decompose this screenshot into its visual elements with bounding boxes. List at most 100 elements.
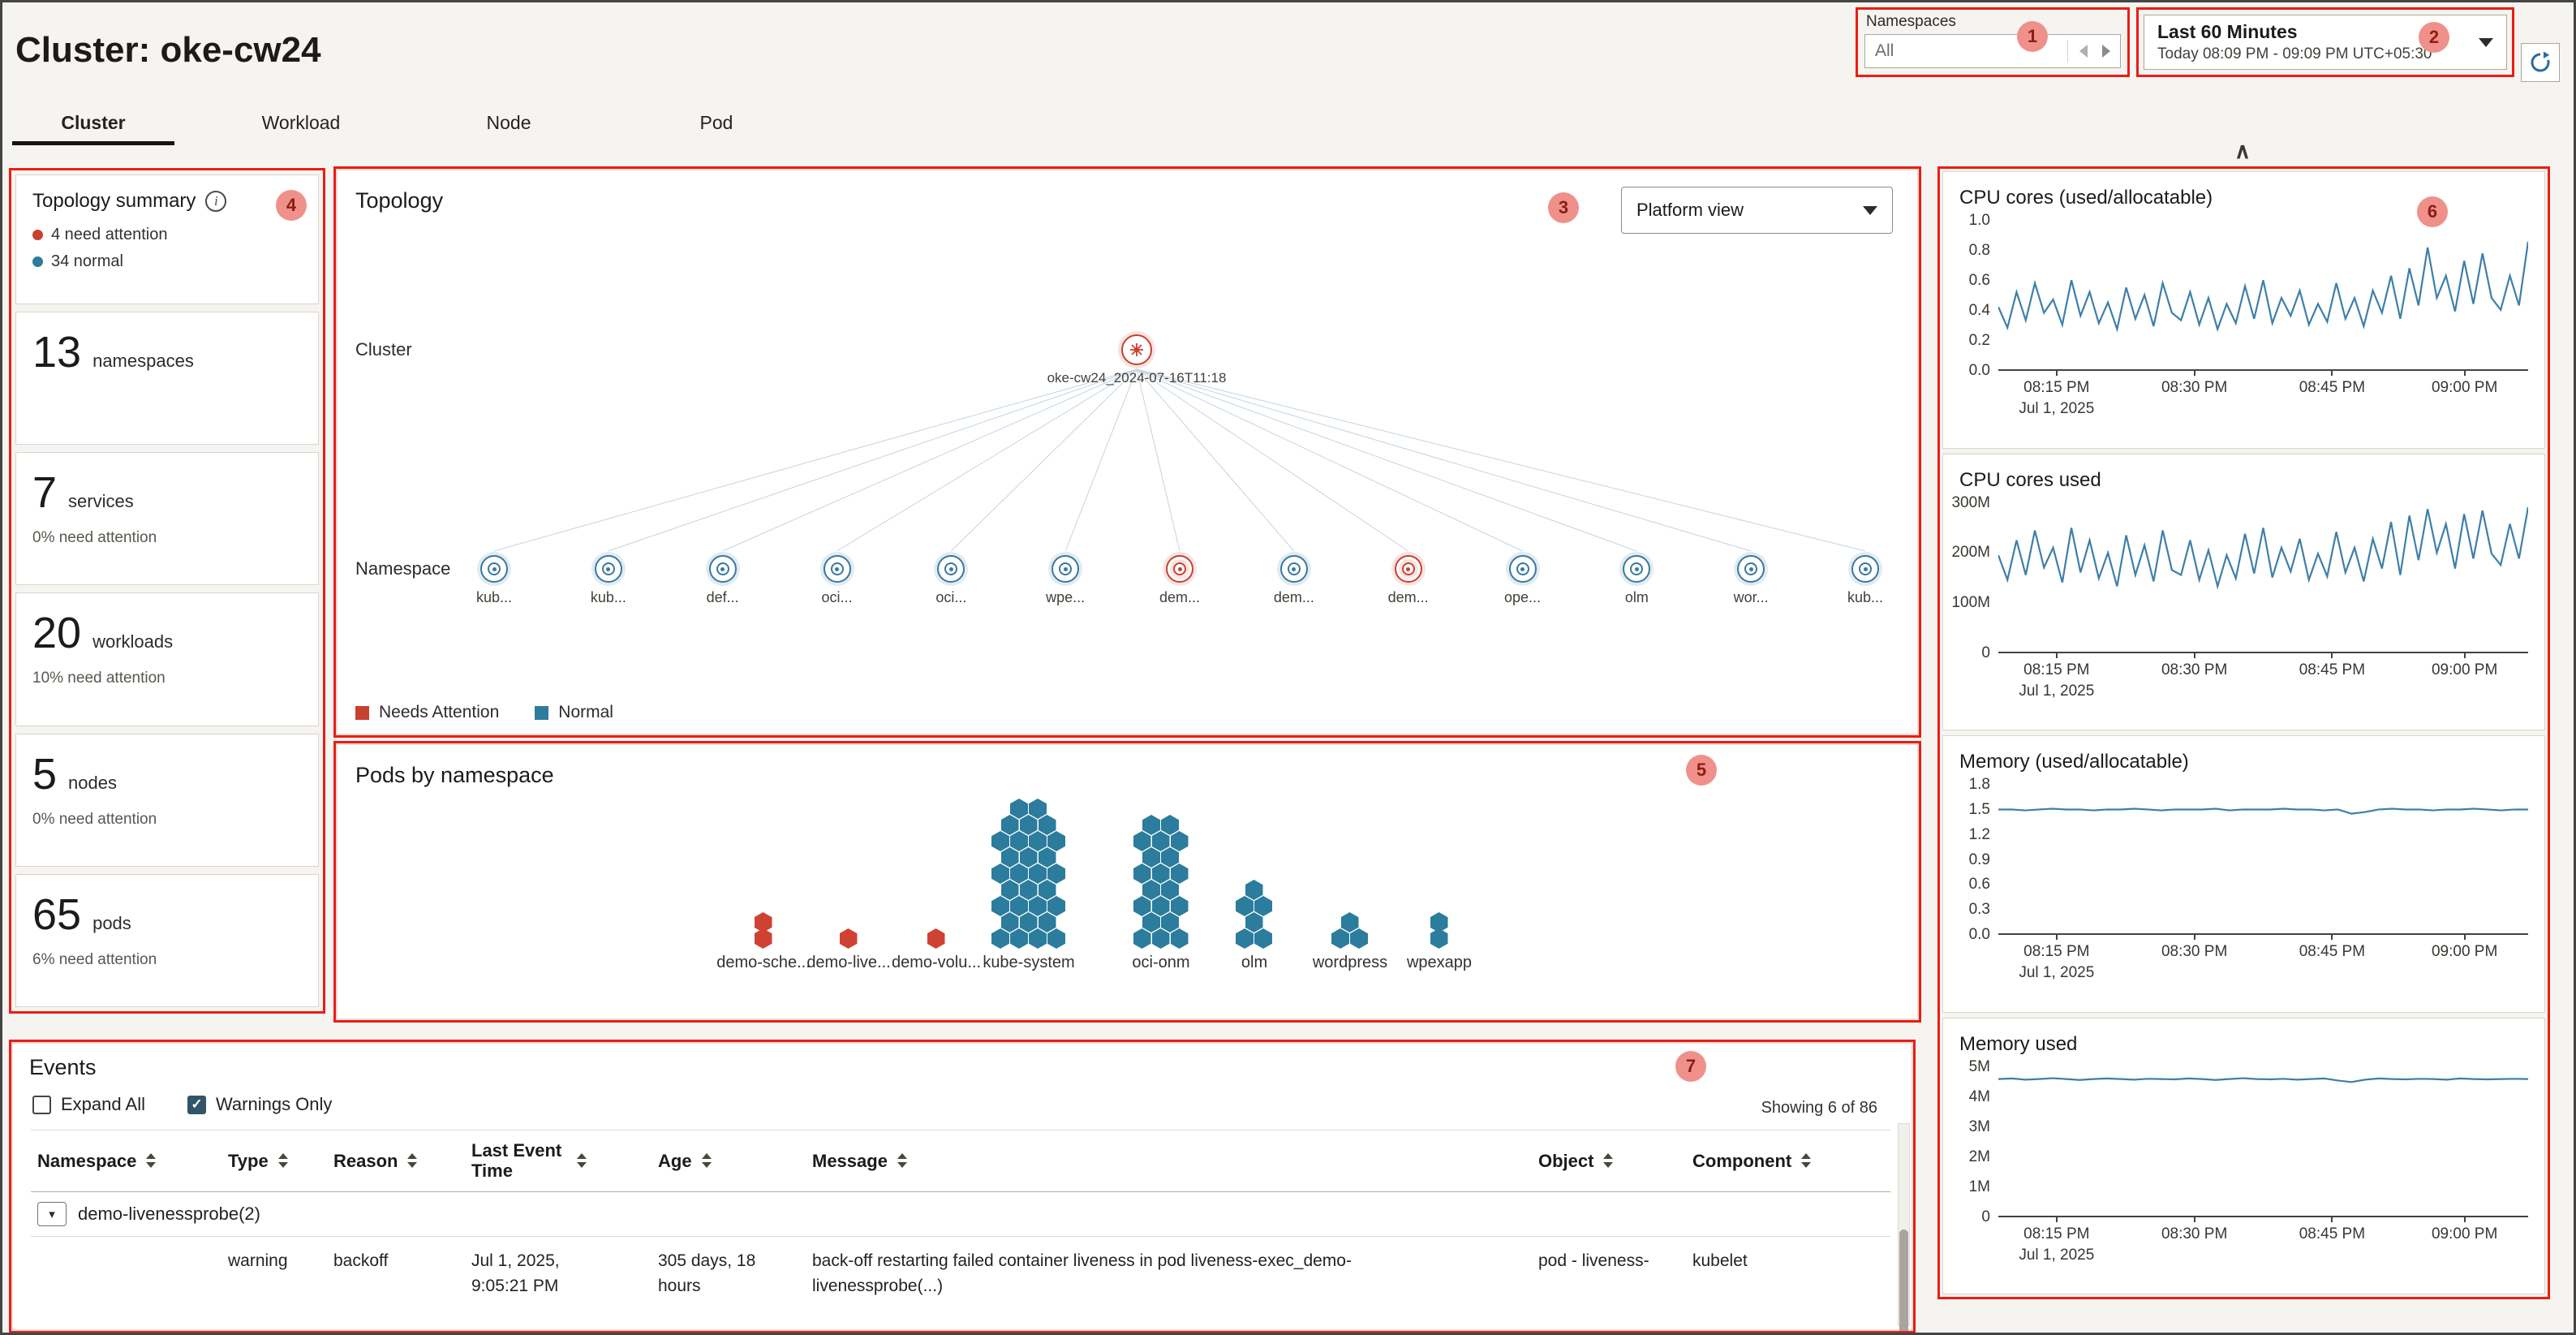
time-range-select[interactable]: Last 60 Minutes Today 08:09 PM - 09:09 P… [2144,15,2507,70]
pod-hexagon-icon [991,863,1009,884]
platform-view-select[interactable]: Platform view [1621,187,1893,234]
topology-namespace-node[interactable]: dem... [1274,555,1314,605]
topology-namespace-node[interactable]: kub... [1847,555,1883,605]
topology-summary-card: Topology summary i 4 need attention 34 n… [15,174,319,304]
annotation-circle-2: 2 [2419,22,2449,53]
stat-label: services [68,491,134,512]
pod-hexagon-icon [1170,863,1189,884]
pod-hexagon-icon [1254,928,1272,949]
topology-namespace-node[interactable]: kub... [591,555,626,605]
stat-card-pods[interactable]: 65 pods 6% need attention [15,873,319,1008]
pod-hexagon-icon [1151,928,1170,949]
stat-card-services[interactable]: 7 services 0% need attention [15,452,319,586]
pod-hexagon-icon [1236,896,1254,916]
refresh-button[interactable] [2521,43,2560,82]
pod-hexagon-icon [1010,799,1028,819]
pager-left-icon[interactable] [2079,45,2088,58]
topology-namespace-node[interactable]: dem... [1388,555,1429,605]
pod-hexagon-icon [991,928,1009,949]
stat-card-nodes[interactable]: 5 nodes 0% need attention [15,733,319,867]
col-header-object[interactable]: Object [1532,1130,1686,1191]
y-axis-labels: 1.0 0.8 0.6 0.4 0.2 0.0 [1968,212,1990,379]
col-header-reason[interactable]: Reason [327,1130,465,1191]
topology-namespace-node[interactable]: oci... [935,555,966,605]
pod-hexagon-icon [1019,912,1038,932]
refresh-icon [2531,51,2550,72]
col-header-age[interactable]: Age [652,1130,806,1191]
namespaces-filter-select[interactable]: All [1864,34,2121,68]
sort-icon [277,1153,288,1169]
stat-label: namespaces [92,351,194,371]
chart-title: CPU cores used [1959,468,2101,491]
cell-object: pod - liveness- [1538,1251,1649,1270]
pod-hexagon-icon [1000,815,1019,835]
chart-title: Memory (used/allocatable) [1959,751,2189,773]
expand-all-checkbox[interactable]: Expand All [32,1094,145,1115]
group-row-label: demo-livenessprobe(2) [78,1203,260,1224]
namespace-node-label: dem... [1273,589,1314,605]
namespace-node-label: olm [1624,589,1649,605]
namespace-icon [1394,555,1422,583]
stat-card-namespaces[interactable]: 13 namespaces [15,312,319,446]
topology-namespace-node[interactable]: oci... [822,555,853,605]
y-axis-labels: 5M 4M 3M 2M 1M 0 [1968,1057,1990,1225]
annotation-box-events: Events Expand All ✓ Warnings Only Showin… [9,1040,1916,1333]
pods-namespace-label: olm [1241,954,1268,971]
namespace-icon [937,555,965,583]
col-header-last-event-time[interactable]: Last Event Time [465,1130,652,1191]
group-expander-button[interactable]: ▾ [37,1201,67,1226]
tab-cluster[interactable]: Cluster [12,105,174,145]
cluster-row-label: Cluster [355,339,412,360]
namespace-node-label: oci... [935,589,967,605]
col-header-namespace[interactable]: Namespace [31,1130,221,1191]
pod-hexagon-icon [1019,847,1038,868]
pod-hexagon-icon [1000,880,1019,900]
cluster-node-label: oke-cw24_2024-07-16T11:18 [1047,370,1227,385]
topology-namespace-node[interactable]: olm [1623,555,1651,605]
collapse-panel-button[interactable]: ∧ [2234,139,2251,163]
namespace-node-label: wor... [1733,589,1769,605]
topology-legend: Needs Attention Normal [355,703,613,722]
pod-hexagon-icon [1170,896,1189,916]
pod-hexagon-icon [1142,847,1160,868]
topology-cluster-node[interactable]: oke-cw24_2024-07-16T11:18 [1047,334,1226,385]
events-table-row[interactable]: warning backoff Jul 1, 2025, 9:05:21 PM 3… [31,1237,1890,1311]
topology-namespace-node[interactable]: ope... [1504,555,1541,605]
namespace-icon [1508,555,1537,583]
time-range-text: Last 60 Minutes Today 08:09 PM - 09:09 P… [2157,21,2479,63]
namespaces-filter-value: All [1875,41,1894,60]
stat-value: 7 [32,468,58,518]
warnings-only-checkbox[interactable]: ✓ Warnings Only [187,1094,332,1115]
topology-namespace-node[interactable]: def... [707,555,739,605]
sort-icon [146,1153,157,1169]
chart-plot-area: 08:15 PM 08:30 PM 08:45 PM 09:00 PM Jul 1, 2… [1998,503,2528,700]
col-header-type[interactable]: Type [221,1130,327,1191]
pod-hexagon-icon [754,928,772,949]
tab-node[interactable]: Node [486,112,531,133]
tab-workload[interactable]: Workload [261,112,341,133]
time-range-label: Last 60 Minutes [2157,21,2298,42]
namespaces-pager [2067,40,2110,62]
pods-namespace-label: kube-system [983,954,1075,971]
info-icon[interactable]: i [205,191,227,212]
pager-right-icon[interactable] [2102,45,2110,58]
annotation-circle-6: 6 [2417,196,2448,227]
pod-hexagon-icon [1236,928,1254,949]
pod-hexagon-icon [991,831,1009,851]
pod-hexagon-icon [1047,896,1065,916]
stat-card-workloads[interactable]: 20 workloads 10% need attention [15,592,319,726]
pod-hexagon-icon [839,928,858,949]
col-header-message[interactable]: Message [806,1130,1532,1191]
pod-hexagon-icon [1142,815,1160,835]
topology-namespace-node[interactable]: kub... [476,555,512,605]
pod-hexagon-icon [1038,880,1056,900]
tab-pod[interactable]: Pod [699,112,733,133]
topology-namespace-node[interactable]: dem... [1159,555,1200,605]
col-header-component[interactable]: Component [1686,1130,1890,1191]
namespace-icon [708,555,737,583]
pod-hexagon-icon [1170,831,1189,851]
scrollbar-thumb[interactable] [1899,1229,1908,1331]
pods-namespace-label: wordpress [1312,954,1388,971]
topology-namespace-node[interactable]: wor... [1734,555,1769,605]
topology-namespace-node[interactable]: wpe... [1046,555,1085,605]
